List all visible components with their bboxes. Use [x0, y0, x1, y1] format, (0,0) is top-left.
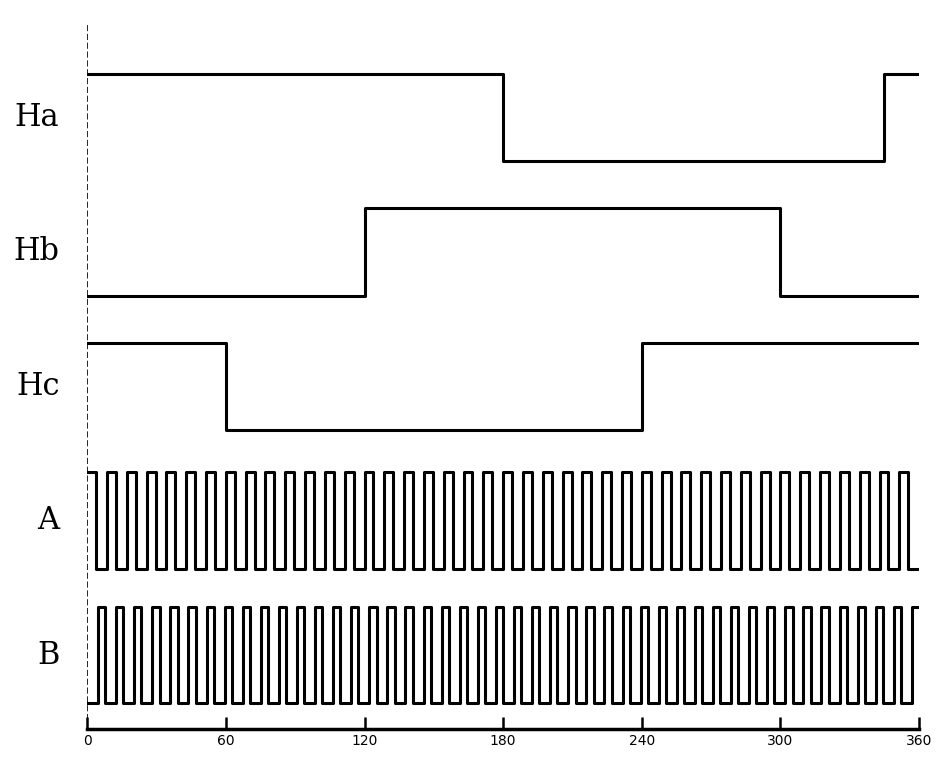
Text: Hb: Hb — [13, 236, 60, 268]
Text: Hc: Hc — [16, 370, 60, 402]
Text: Ha: Ha — [15, 102, 60, 133]
Text: A: A — [37, 505, 60, 536]
Text: B: B — [37, 640, 60, 670]
